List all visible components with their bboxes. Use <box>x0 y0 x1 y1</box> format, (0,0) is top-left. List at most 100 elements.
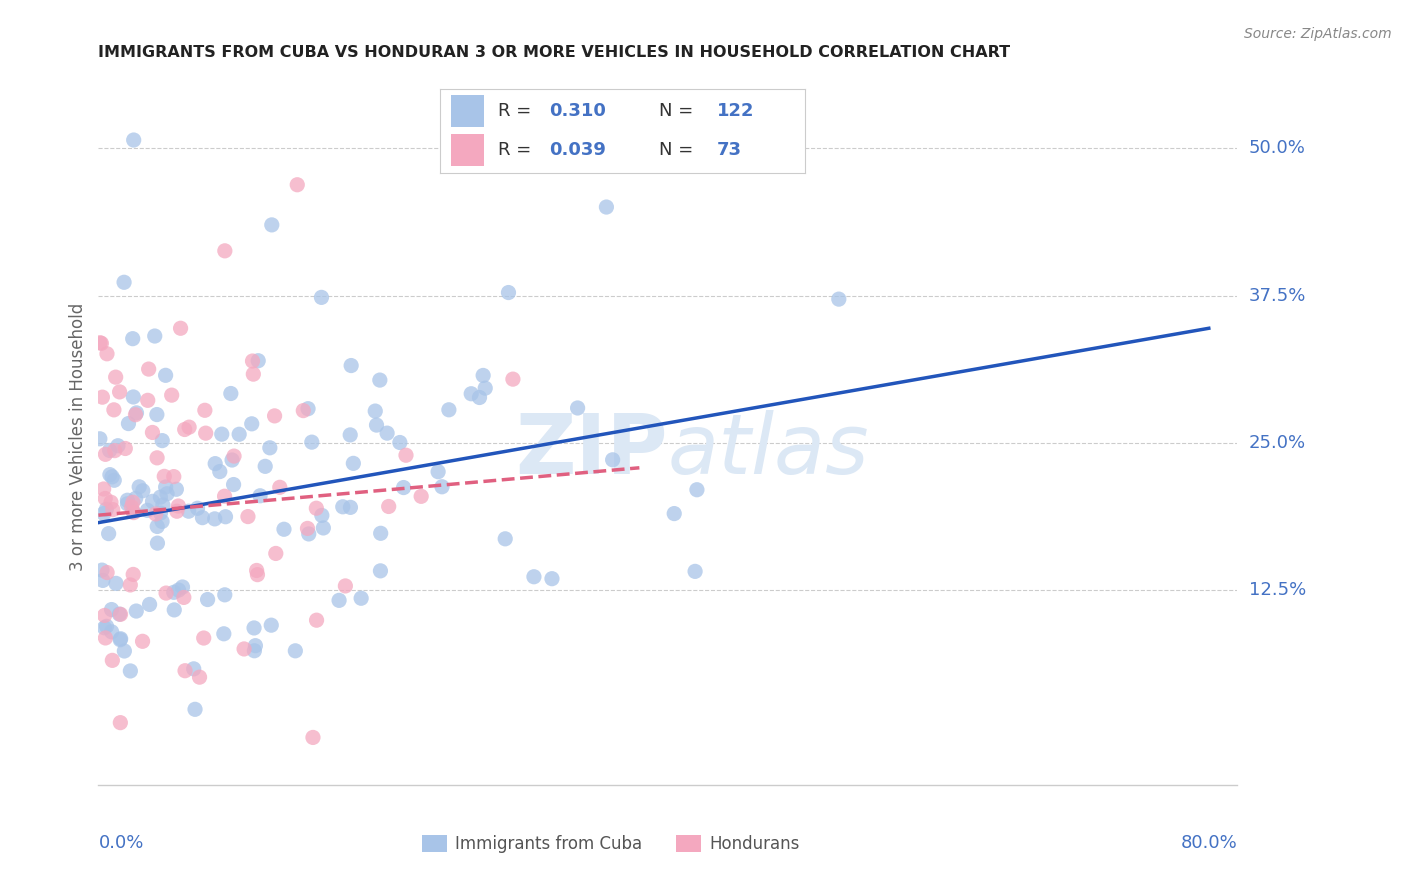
Point <box>204 457 226 471</box>
Point <box>366 418 388 433</box>
Point <box>460 386 482 401</box>
Point <box>103 402 125 417</box>
Point <box>141 494 163 508</box>
Point <box>91 563 114 577</box>
Point <box>107 439 129 453</box>
Point <box>150 515 173 529</box>
Point <box>193 631 215 645</box>
Point <box>184 702 207 716</box>
Point <box>93 507 115 521</box>
Point <box>89 335 111 350</box>
Point <box>117 497 139 511</box>
Point <box>112 644 135 658</box>
Point <box>97 526 120 541</box>
Point <box>221 453 243 467</box>
Point <box>101 653 124 667</box>
Point <box>328 593 350 607</box>
Point <box>377 500 399 514</box>
Point <box>124 408 146 422</box>
Point <box>117 493 139 508</box>
Text: 50.0%: 50.0% <box>1249 139 1306 157</box>
Point <box>264 546 287 560</box>
Point <box>112 275 135 289</box>
Point <box>167 583 190 598</box>
Point <box>110 607 132 622</box>
Point <box>125 406 148 420</box>
Point <box>163 585 186 599</box>
Point <box>468 391 491 405</box>
Point <box>370 526 392 541</box>
Point <box>125 604 148 618</box>
Text: ZIP: ZIP <box>516 410 668 491</box>
Point <box>163 603 186 617</box>
Point <box>602 452 624 467</box>
Point <box>100 624 122 639</box>
Point <box>208 465 231 479</box>
Point <box>117 417 139 431</box>
Point <box>214 489 236 503</box>
Point <box>149 490 172 504</box>
Point <box>91 390 114 404</box>
Point <box>240 417 263 431</box>
Point <box>260 618 283 632</box>
Point <box>100 495 122 509</box>
Point <box>246 564 269 578</box>
Point <box>110 632 132 646</box>
Point <box>214 509 236 524</box>
Point <box>136 503 159 517</box>
Point <box>121 500 143 514</box>
Point <box>388 435 411 450</box>
Y-axis label: 3 or more Vehicles in Household: 3 or more Vehicles in Household <box>69 303 87 571</box>
Point <box>191 510 214 524</box>
Point <box>143 329 166 343</box>
Point <box>302 731 325 745</box>
Point <box>437 402 460 417</box>
Point <box>173 422 195 436</box>
Point <box>305 501 328 516</box>
Point <box>273 522 295 536</box>
Point <box>167 499 190 513</box>
Point <box>243 621 266 635</box>
Point <box>312 521 335 535</box>
Point <box>242 354 264 368</box>
Text: IMMIGRANTS FROM CUBA VS HONDURAN 3 OR MORE VEHICLES IN HOUSEHOLD CORRELATION CHA: IMMIGRANTS FROM CUBA VS HONDURAN 3 OR MO… <box>98 45 1011 60</box>
Point <box>247 353 270 368</box>
Point <box>104 370 127 384</box>
Point <box>228 427 250 442</box>
Point <box>122 506 145 520</box>
Point <box>145 507 167 521</box>
Point <box>498 285 520 300</box>
Point <box>370 564 392 578</box>
Point <box>138 598 160 612</box>
Point <box>122 495 145 509</box>
Point <box>204 512 226 526</box>
Point <box>335 579 357 593</box>
Point <box>94 447 117 461</box>
Point <box>179 420 201 434</box>
Point <box>108 384 131 399</box>
Point <box>152 498 174 512</box>
Point <box>292 403 315 417</box>
Point <box>172 580 194 594</box>
Point <box>474 381 496 395</box>
Point <box>90 336 112 351</box>
Point <box>297 401 319 416</box>
Point <box>169 321 191 335</box>
Point <box>260 218 283 232</box>
Point <box>259 441 281 455</box>
Point <box>165 483 187 497</box>
Text: 122: 122 <box>717 102 755 120</box>
Point <box>101 470 124 484</box>
Point <box>136 393 159 408</box>
Point <box>146 408 169 422</box>
Point <box>411 489 433 503</box>
Point <box>427 465 450 479</box>
Bar <box>451 95 484 127</box>
Point <box>686 483 709 497</box>
Point <box>110 715 132 730</box>
Point <box>368 373 391 387</box>
Point <box>332 500 354 514</box>
Point <box>214 588 236 602</box>
Point <box>595 200 617 214</box>
Point <box>342 456 364 470</box>
